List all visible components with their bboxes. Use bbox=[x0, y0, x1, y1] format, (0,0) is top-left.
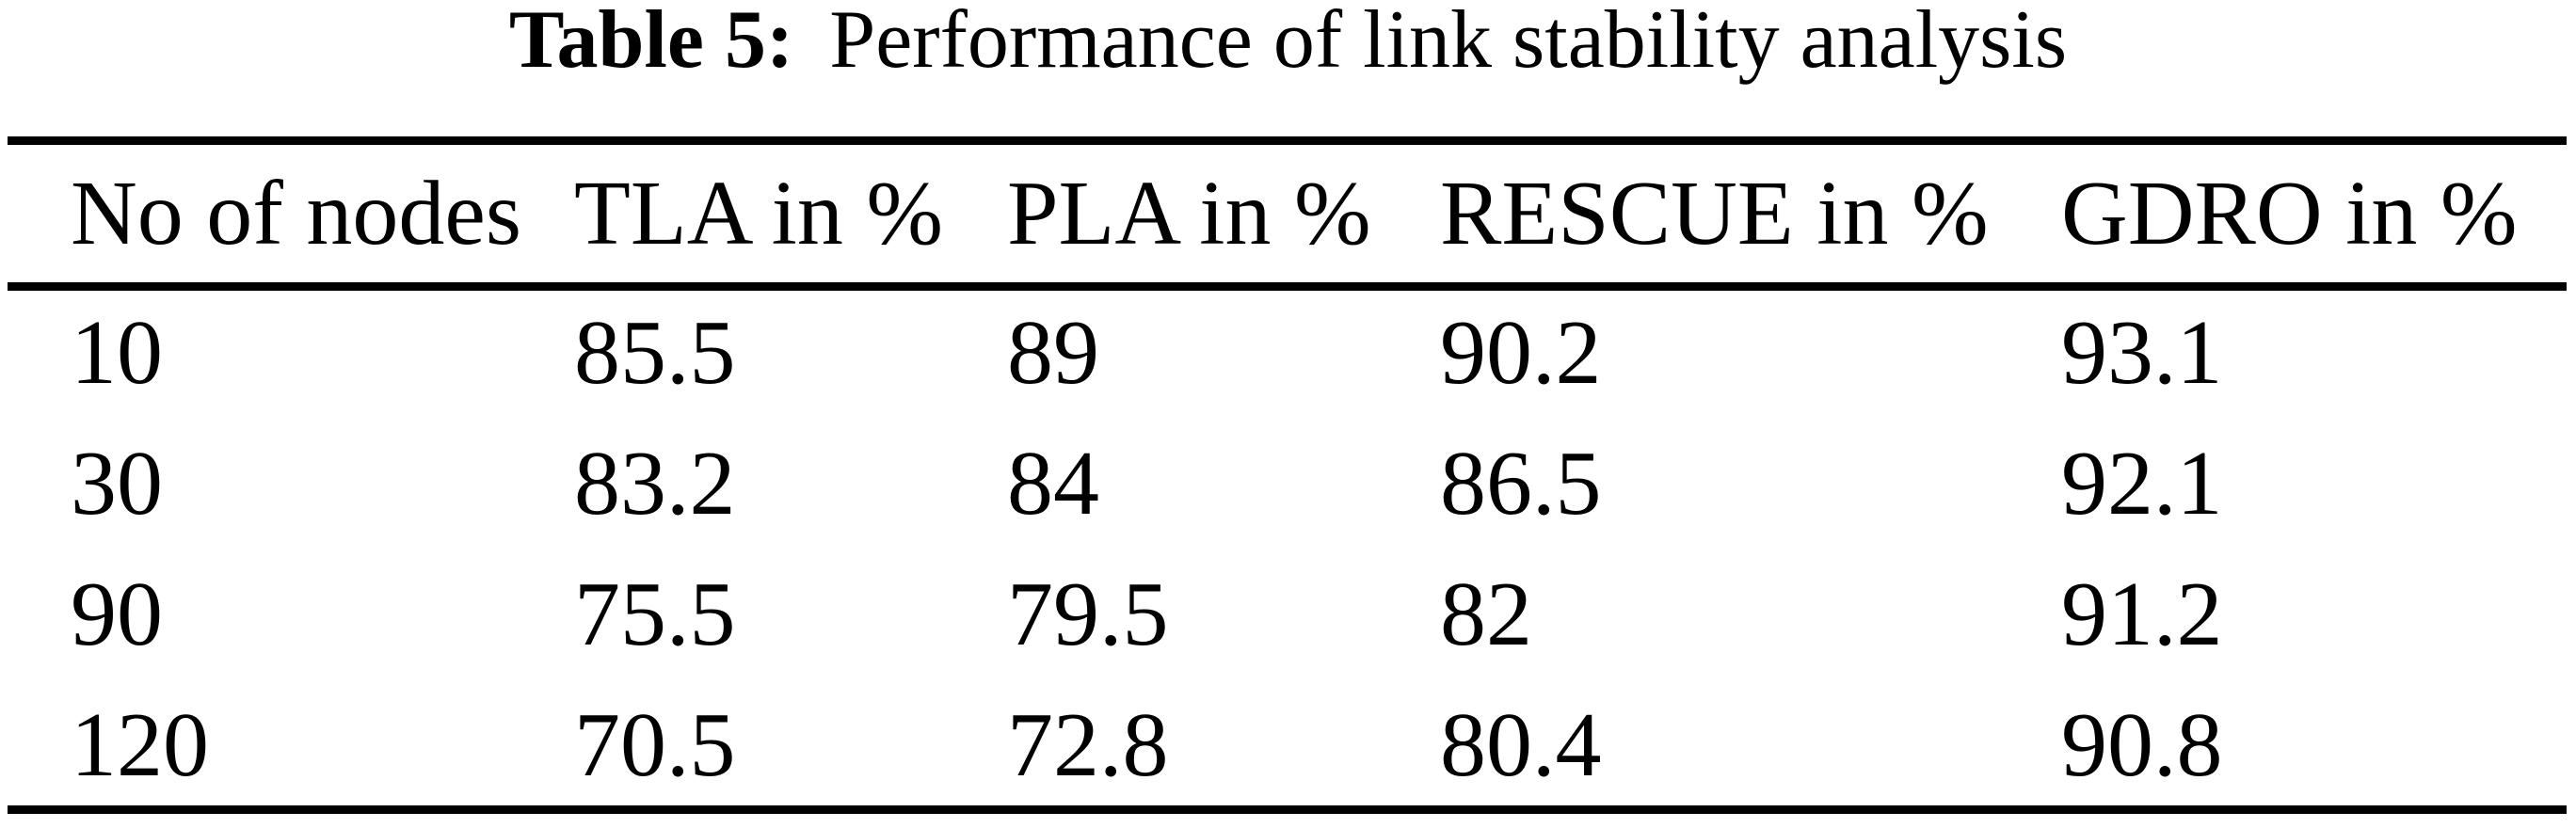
header-cell-rescue: RESCUE in % bbox=[1440, 163, 1989, 264]
table-cell-gdro: 92.1 bbox=[2061, 432, 2223, 534]
table-top-rule bbox=[8, 136, 2567, 145]
header-cell-no-of-nodes: No of nodes bbox=[71, 163, 522, 264]
table-cell-nodes: 90 bbox=[71, 563, 163, 665]
table-cell-tla: 75.5 bbox=[574, 563, 736, 665]
table-cell-gdro: 90.8 bbox=[2061, 693, 2223, 796]
table-cell-pla: 79.5 bbox=[1007, 563, 1169, 665]
caption-label: Table 5: bbox=[508, 0, 794, 86]
table-cell-nodes: 10 bbox=[71, 301, 163, 404]
table-cell-pla: 72.8 bbox=[1007, 693, 1169, 796]
header-cell-pla: PLA in % bbox=[1007, 163, 1371, 264]
table-cell-pla: 84 bbox=[1007, 432, 1099, 534]
table-cell-gdro: 93.1 bbox=[2061, 301, 2223, 404]
table-bottom-rule bbox=[8, 805, 2567, 814]
table-cell-rescue: 80.4 bbox=[1440, 693, 1602, 796]
table-header-rule bbox=[8, 282, 2567, 291]
table-cell-rescue: 86.5 bbox=[1440, 432, 1602, 534]
performance-table: No of nodes TLA in % PLA in % RESCUE in … bbox=[0, 145, 2576, 805]
table-cell-tla: 85.5 bbox=[574, 301, 736, 404]
table-cell-tla: 70.5 bbox=[574, 693, 736, 796]
table-cell-nodes: 30 bbox=[71, 432, 163, 534]
table-cell-nodes: 120 bbox=[71, 693, 209, 796]
table-cell-gdro: 91.2 bbox=[2061, 563, 2223, 665]
table-cell-pla: 89 bbox=[1007, 301, 1099, 404]
table-cell-rescue: 82 bbox=[1440, 563, 1532, 665]
caption-title: Performance of link stability analysis bbox=[829, 0, 2068, 86]
table-cell-tla: 83.2 bbox=[574, 432, 736, 534]
table-caption: Table 5: Performance of link stability an… bbox=[0, 0, 2576, 88]
header-cell-tla: TLA in % bbox=[574, 163, 943, 264]
table-cell-rescue: 90.2 bbox=[1440, 301, 1602, 404]
header-cell-gdro: GDRO in % bbox=[2061, 163, 2518, 264]
